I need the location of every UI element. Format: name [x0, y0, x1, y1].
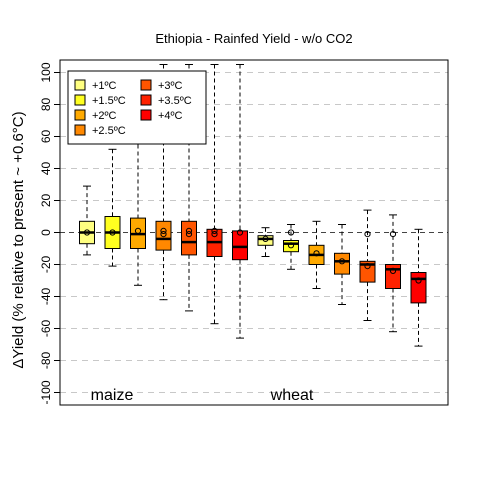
y-tick-label: 20 — [39, 194, 53, 208]
mean-marker — [287, 242, 295, 249]
legend-swatch — [140, 94, 152, 106]
gridlines — [60, 72, 448, 393]
box-wheat-0 — [257, 227, 274, 257]
mean-marker — [338, 258, 346, 265]
y-tick-label: 60 — [39, 130, 53, 144]
outlier-point — [287, 229, 295, 236]
chart-title: Ethiopia - Rainfed Yield - w/o CO2 — [155, 31, 352, 46]
box-wheat-1 — [283, 224, 299, 270]
box-maize-6 — [232, 64, 248, 339]
box-wheat-4 — [359, 209, 376, 321]
outlier-point — [211, 231, 218, 238]
legend-label: +2.5ºC — [92, 125, 126, 137]
outlier-point — [185, 231, 193, 238]
box-body — [181, 220, 197, 256]
mean-marker — [364, 263, 371, 270]
box-body — [410, 272, 427, 304]
box-wheat-2 — [308, 220, 325, 289]
legend-swatch — [140, 79, 152, 91]
mean-marker — [389, 267, 397, 274]
legend-swatch — [74, 79, 86, 91]
legend-label: +3ºC — [158, 80, 183, 92]
y-tick-label: -40 — [39, 288, 53, 306]
box-wheat-3 — [334, 224, 350, 305]
outlier-point — [364, 231, 371, 238]
mean-marker — [109, 229, 116, 236]
mean-marker — [236, 229, 244, 236]
y-tick-label: 0 — [39, 229, 53, 236]
mean-marker — [211, 227, 218, 234]
box-body — [155, 220, 172, 251]
box-maize-5 — [206, 64, 223, 325]
legend-swatch — [74, 124, 86, 136]
legend-label: +4ºC — [158, 110, 183, 122]
outlier-point — [389, 231, 397, 238]
legend-label: +3.5ºC — [158, 95, 192, 107]
legend-swatch — [74, 94, 86, 106]
mean-marker — [313, 250, 320, 257]
box-maize-1 — [104, 148, 121, 267]
y-tick-label: -60 — [39, 320, 53, 338]
y-axis: -100 -80 -60 -40 -20 0 20 40 60 80 100 — [39, 62, 60, 405]
group-label-wheat: wheat — [270, 387, 314, 404]
mean-marker — [185, 227, 193, 234]
y-tick-label: -100 — [39, 380, 53, 404]
box-body — [283, 240, 299, 253]
y-tick-label: 80 — [39, 98, 53, 112]
legend-swatch — [74, 109, 86, 121]
box-body — [232, 230, 248, 261]
group-label-maize: maize — [91, 387, 134, 404]
mean-marker — [134, 227, 142, 234]
group-labels: maize wheat — [91, 387, 314, 404]
mean-marker — [160, 227, 167, 234]
box-wheat-5 — [385, 214, 401, 333]
outlier-point — [160, 231, 167, 238]
legend-label: +1.5ºC — [92, 95, 126, 107]
y-tick-label: -20 — [39, 256, 53, 274]
mean-marker — [262, 235, 269, 242]
legend-box — [67, 70, 207, 145]
box-wheat-6 — [410, 228, 427, 347]
legend-label: +2ºC — [92, 110, 117, 122]
legend-label: +1ºC — [92, 80, 117, 92]
box-body — [359, 260, 376, 283]
y-tick-label: 40 — [39, 162, 53, 176]
y-tick-label: 100 — [39, 62, 53, 82]
box-body — [257, 235, 274, 246]
plot-frame — [59, 59, 449, 406]
mean-marker — [83, 229, 91, 236]
legend-swatch — [140, 109, 152, 121]
y-axis-label: ΔYield (% relative to present ~ +0.6°C) — [10, 111, 27, 368]
legend: +1ºC +1.5ºC +2ºC +2.5ºC +3ºC +3.5ºC +4ºC — [67, 70, 207, 145]
box-maize-0 — [79, 185, 95, 256]
mean-marker — [415, 277, 422, 284]
y-tick-label: -80 — [39, 352, 53, 370]
